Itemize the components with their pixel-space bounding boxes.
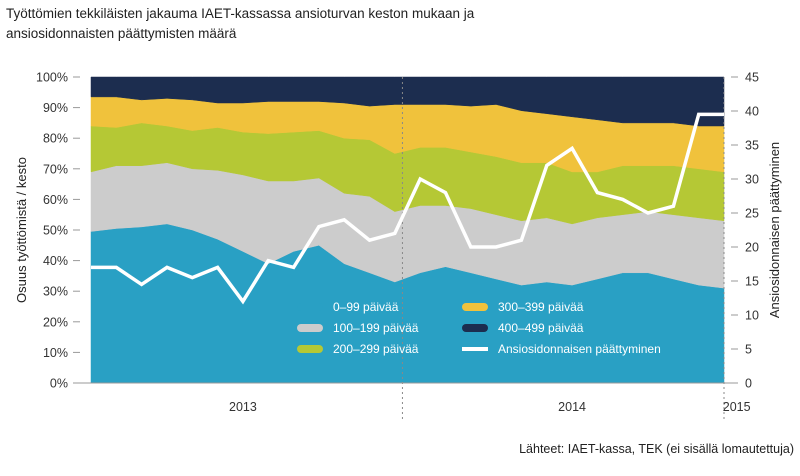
left-tick-label: 10% <box>43 346 68 360</box>
legend-swatch <box>297 324 323 332</box>
chart-title-line2: ansiosidonnaisten päättymisten määrä <box>6 26 237 41</box>
legend-label: 400–499 päivää <box>498 321 584 335</box>
legend-swatch <box>462 324 488 332</box>
left-tick-label: 30% <box>43 285 68 299</box>
x-tick-label: 2013 <box>229 400 257 414</box>
right-tick-label: 40 <box>745 105 759 119</box>
left-axis-ticks: 0% 10% 20% 30% 40% 50% 60% 70% 80% 90% 100% <box>36 71 80 391</box>
chart-title-line1: Työttömien tekkiläisten jakauma IAET-kas… <box>6 6 475 21</box>
right-tick-label: 25 <box>745 207 759 221</box>
right-tick-label: 30 <box>745 173 759 187</box>
right-tick-label: 5 <box>745 343 752 357</box>
legend-label: 100–199 päivää <box>333 321 419 335</box>
left-tick-label: 100% <box>36 71 68 85</box>
legend-label: 300–399 päivää <box>498 300 584 314</box>
left-tick-label: 60% <box>43 193 68 207</box>
right-tick-label: 15 <box>745 275 759 289</box>
legend: 0–99 päivää 300–399 päivää 100–199 päivää 4… <box>297 300 661 356</box>
left-tick-label: 40% <box>43 254 68 268</box>
left-tick-label: 70% <box>43 162 68 176</box>
y-axis-title-left: Osuus työttömistä / kesto <box>14 157 29 303</box>
right-axis-ticks: 0 5 10 15 20 25 30 35 40 45 <box>731 71 759 391</box>
right-tick-label: 10 <box>745 309 759 323</box>
line-series <box>91 112 724 305</box>
x-tick-label: 2014 <box>558 400 586 414</box>
legend-swatch <box>297 303 323 311</box>
source-note: Lähteet: IAET-kassa, TEK (ei sisällä lom… <box>519 442 794 456</box>
right-tick-label: 45 <box>745 71 759 85</box>
x-tick-label: 2015 <box>723 400 751 414</box>
line-ansiosidonnaisen-paattyminen <box>91 112 724 305</box>
right-tick-label: 0 <box>745 377 752 391</box>
area-400-days <box>90 76 725 127</box>
x-axis-labels: 2013 2014 2015 <box>229 400 751 414</box>
left-tick-label: 80% <box>43 132 68 146</box>
right-tick-label: 20 <box>745 241 759 255</box>
legend-label: 200–299 päivää <box>333 342 419 356</box>
legend-label: Ansiosidonnaisen päättyminen <box>498 342 661 356</box>
left-tick-label: 20% <box>43 315 68 329</box>
left-tick-label: 0% <box>50 377 68 391</box>
left-tick-label: 90% <box>43 101 68 115</box>
stacked-areas <box>90 76 725 384</box>
y-axis-title-right: Ansiosidonnaisen päättyminen <box>767 142 782 318</box>
year-separators <box>401 77 725 420</box>
legend-swatch <box>462 303 488 311</box>
legend-label: 0–99 päivää <box>333 300 399 314</box>
left-tick-label: 50% <box>43 224 68 238</box>
legend-swatch <box>297 345 323 353</box>
right-tick-label: 35 <box>745 139 759 153</box>
